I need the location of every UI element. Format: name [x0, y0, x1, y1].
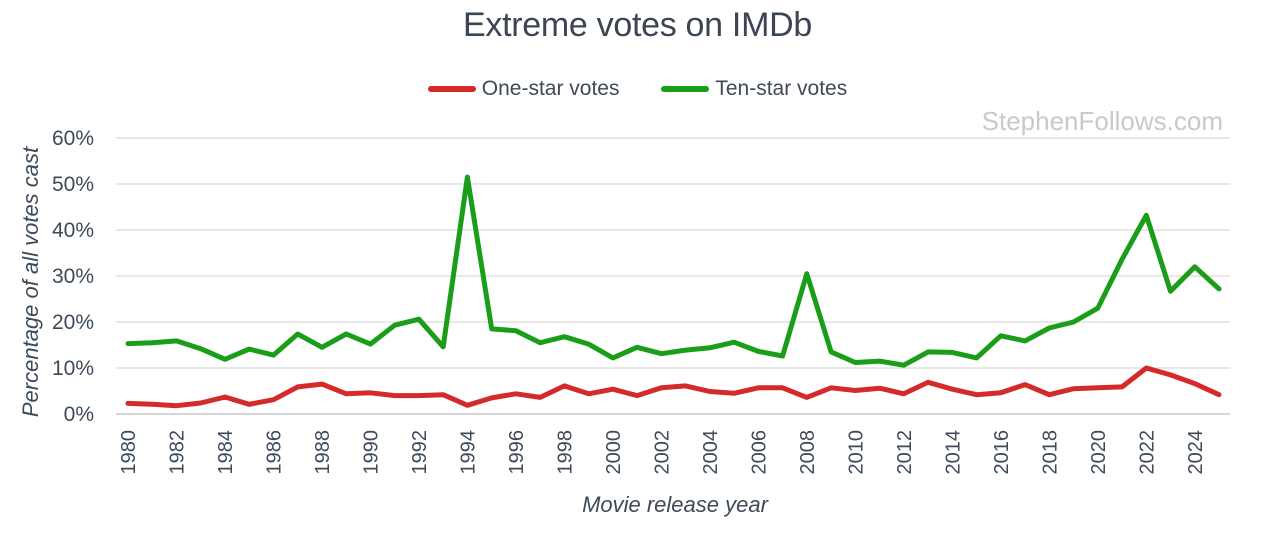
watermark: StephenFollows.com — [981, 106, 1223, 136]
x-tick-label: 2016 — [991, 430, 1013, 475]
x-tick-label: 1988 — [312, 430, 334, 475]
x-tick-label: 2022 — [1136, 430, 1158, 475]
x-tick-label: 1998 — [554, 430, 576, 475]
y-tick-label: 60% — [52, 127, 94, 150]
x-tick-label: 1996 — [506, 430, 528, 475]
y-tick-label: 0% — [64, 403, 94, 426]
legend-swatch-ten-star — [661, 86, 710, 92]
series-line-ten-star — [125, 174, 1222, 368]
legend: One-star votes Ten-star votes — [0, 74, 1275, 101]
x-tick-label: 2002 — [651, 430, 673, 475]
x-tick-label: 2020 — [1088, 430, 1110, 475]
x-axis-ticks: 1980 1982 1984 1986 1988 1990 1992 1994 1996 1998… — [118, 430, 1207, 475]
x-tick-label: 2004 — [700, 430, 722, 475]
legend-label-ten-star: Ten-star votes — [715, 77, 848, 100]
x-tick-label: 2014 — [942, 430, 964, 475]
legend-swatch-one-star — [427, 86, 476, 92]
legend-item-ten-star: Ten-star votes — [661, 77, 847, 101]
legend-item-one-star: One-star votes — [427, 77, 620, 101]
x-tick-label: 1980 — [118, 430, 140, 475]
gridlines — [116, 137, 1230, 415]
x-tick-label: 2006 — [748, 430, 770, 475]
x-tick-label: 2024 — [1185, 430, 1207, 475]
y-tick-label: 50% — [52, 173, 94, 196]
series-line-one-star — [125, 365, 1222, 409]
x-tick-label: 1994 — [457, 430, 479, 475]
x-tick-label: 2018 — [1039, 430, 1061, 475]
x-tick-label: 1992 — [409, 430, 431, 475]
y-tick-label: 30% — [52, 265, 94, 288]
x-axis-label: Movie release year — [582, 492, 770, 517]
y-tick-label: 10% — [52, 357, 94, 380]
x-tick-label: 1986 — [263, 430, 285, 475]
y-tick-label: 40% — [52, 219, 94, 242]
x-tick-label: 1990 — [360, 430, 382, 475]
x-tick-label: 1984 — [215, 430, 237, 475]
x-tick-label: 2010 — [845, 430, 867, 475]
series-lines — [125, 174, 1222, 409]
y-axis-label: Percentage of all votes cast — [18, 146, 43, 417]
y-tick-label: 20% — [52, 311, 94, 334]
x-tick-label: 2008 — [797, 430, 819, 475]
x-tick-label: 2000 — [603, 430, 625, 475]
chart-title: Extreme votes on IMDb — [463, 6, 812, 44]
y-axis-ticks: 0% 10% 20% 30% 40% 50% 60% — [52, 127, 94, 426]
x-tick-label: 2012 — [894, 430, 916, 475]
legend-label-one-star: One-star votes — [481, 77, 620, 100]
x-tick-label: 1982 — [166, 430, 188, 475]
